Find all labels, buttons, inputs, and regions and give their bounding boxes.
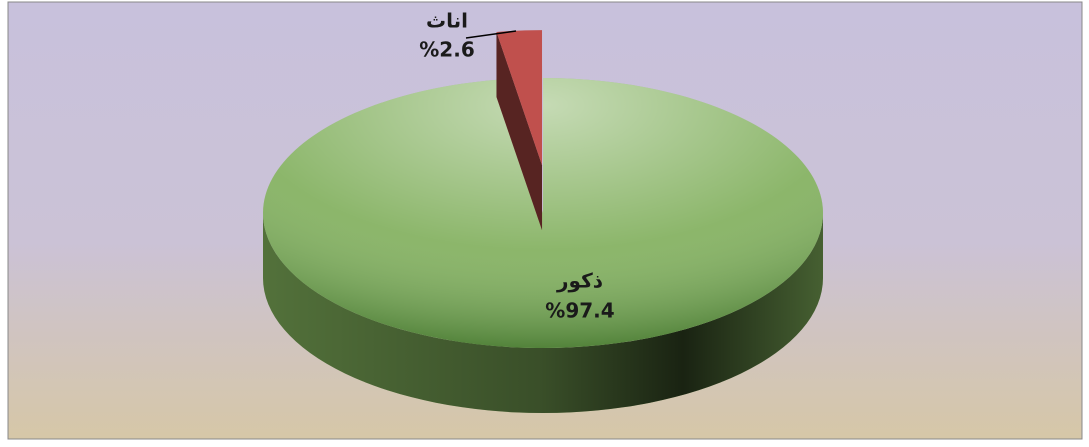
slice (496, 30, 543, 166)
slice-label: ذكور (556, 269, 603, 293)
slice-side-shade (263, 213, 823, 413)
slice-sheen (263, 78, 824, 348)
slice-side-shade (496, 31, 543, 231)
slice-label: اناث (426, 9, 468, 33)
value-label: %97.4 (545, 299, 614, 323)
leader-line (465, 30, 517, 39)
value-label: %2.6 (419, 38, 474, 62)
